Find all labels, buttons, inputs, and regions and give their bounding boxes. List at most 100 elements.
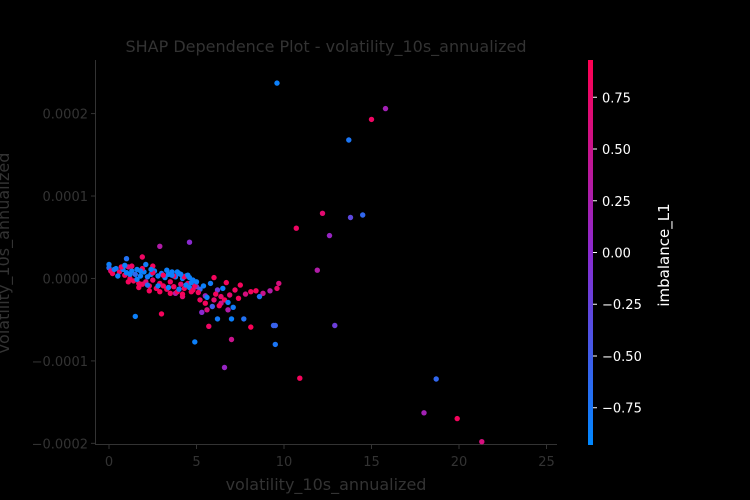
scatter-point xyxy=(220,285,226,292)
chart-title: SHAP Dependence Plot - volatility_10s_an… xyxy=(125,37,526,57)
x-tick-label: 25 xyxy=(538,455,555,470)
scatter-point xyxy=(241,316,247,322)
scatter-point xyxy=(206,323,212,329)
scatter-point xyxy=(218,293,224,300)
y-tick-label: −0.0002 xyxy=(32,437,88,452)
scatter-point xyxy=(193,279,200,285)
x-axis-ticks: 0 5 10 15 20 25 xyxy=(105,445,555,470)
scatter-point xyxy=(242,291,249,297)
scatter-point xyxy=(421,410,427,416)
scatter-point xyxy=(346,137,352,143)
y-tick-label: 0.0002 xyxy=(43,108,89,123)
scatter-point xyxy=(160,272,166,278)
scatter-point xyxy=(314,267,320,273)
scatter-point xyxy=(144,282,151,288)
scatter-point xyxy=(123,256,130,262)
scatter-point xyxy=(382,105,389,112)
colorbar-tick-label: −0.25 xyxy=(602,298,642,313)
scatter-point xyxy=(202,300,208,306)
scatter-point xyxy=(122,262,128,268)
scatter-point xyxy=(274,80,280,86)
y-axis-label: volatility_10s_annualized xyxy=(0,153,14,354)
colorbar-tick-label: −0.50 xyxy=(602,350,642,365)
scatter-point xyxy=(199,309,205,315)
scatter-point xyxy=(115,273,121,279)
scatter-point xyxy=(176,286,182,292)
scatter-point xyxy=(267,288,273,294)
scatter-point xyxy=(228,316,235,322)
y-tick-label: −0.0001 xyxy=(32,355,88,370)
scatter-point xyxy=(192,339,198,345)
scatter-point xyxy=(479,439,485,445)
scatter-point xyxy=(127,271,133,277)
scatter-point xyxy=(272,341,278,348)
scatter-point xyxy=(157,243,163,249)
scatter-point xyxy=(235,295,242,301)
scatter-point xyxy=(185,272,191,278)
scatter-point xyxy=(253,288,259,294)
x-tick-label: 10 xyxy=(276,455,293,470)
scatter-point xyxy=(192,283,198,289)
scatter-point xyxy=(157,289,163,295)
scatter-point xyxy=(228,336,235,343)
scatter-point xyxy=(190,287,196,293)
scatter-point xyxy=(297,375,303,381)
scatter-point xyxy=(134,276,140,282)
scatter-point xyxy=(230,304,236,310)
scatter-point xyxy=(360,212,366,218)
colorbar-label: imbalance_L1 xyxy=(655,203,674,306)
scatter-point xyxy=(256,293,263,300)
colorbar-tick-label: 0.00 xyxy=(602,247,631,262)
scatter-point xyxy=(276,280,282,287)
x-axis-label: volatility_10s_annualized xyxy=(226,475,427,495)
scatter-point xyxy=(155,283,161,289)
scatter-point xyxy=(179,291,186,297)
scatter-point xyxy=(171,284,177,290)
scatter-point xyxy=(248,324,254,330)
scatter-point xyxy=(454,415,460,422)
colorbar-tick-label: 0.75 xyxy=(602,91,631,106)
scatter-point xyxy=(272,322,278,329)
scatter-point xyxy=(207,280,214,287)
colorbar-tick-label: 0.25 xyxy=(602,195,631,210)
colorbar-gradient xyxy=(588,60,593,445)
scatter-point xyxy=(111,266,118,273)
scatter-point xyxy=(368,116,375,123)
scatter-point xyxy=(143,261,149,268)
scatter-point xyxy=(204,307,210,313)
scatter-point xyxy=(186,239,193,245)
scatter-point xyxy=(167,279,173,285)
scatter-point xyxy=(169,272,175,278)
scatter-point xyxy=(150,277,156,283)
colorbar-tick-label: −0.75 xyxy=(602,402,642,417)
x-tick-label: 5 xyxy=(192,455,200,470)
scatter-point xyxy=(332,322,338,329)
scatter-point xyxy=(146,288,152,294)
y-tick-label: 0.0000 xyxy=(43,272,89,287)
scatter-point xyxy=(200,283,207,289)
scatter-points xyxy=(106,80,485,445)
scatter-point xyxy=(139,254,145,260)
scatter-point xyxy=(188,279,194,286)
scatter-point xyxy=(319,210,326,216)
scatter-point xyxy=(433,376,439,382)
scatter-point xyxy=(347,214,354,221)
scatter-point xyxy=(125,279,131,285)
x-tick-label: 0 xyxy=(105,455,113,470)
x-tick-label: 20 xyxy=(451,455,468,470)
colorbar: 0.75 0.50 0.25 0.00 −0.25 −0.50 −0.75 imbalanc… xyxy=(588,60,674,445)
scatter-point xyxy=(274,285,280,292)
scatter-point xyxy=(204,294,210,301)
y-axis-ticks: 0.0002 0.0001 0.0000 −0.0001 −0.0002 xyxy=(32,108,95,452)
scatter-point xyxy=(227,292,233,298)
scatter-point xyxy=(211,297,217,303)
scatter-point xyxy=(197,297,203,303)
scatter-point xyxy=(178,281,184,287)
scatter-point xyxy=(137,273,144,279)
scatter-point xyxy=(148,266,154,273)
scatter-point xyxy=(293,225,299,231)
scatter-point xyxy=(137,268,144,274)
scatter-point xyxy=(211,274,217,281)
scatter-point xyxy=(164,267,170,273)
